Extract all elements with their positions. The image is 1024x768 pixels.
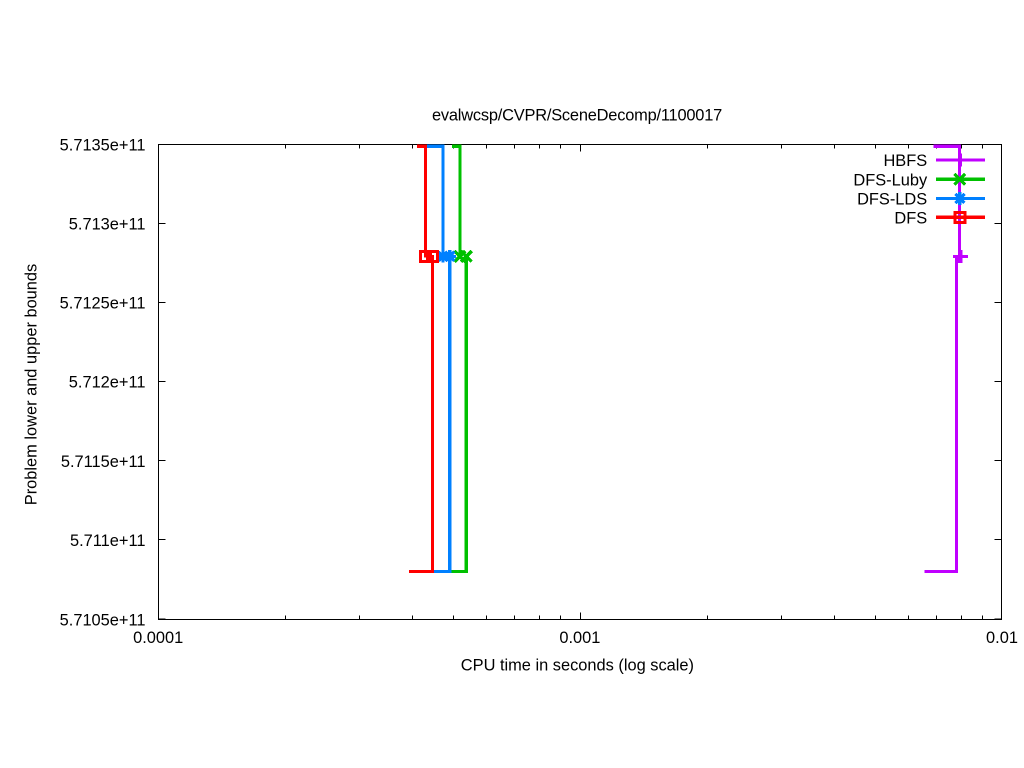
svg-text:evalwcsp/CVPR/SceneDecomp/1100: evalwcsp/CVPR/SceneDecomp/1100017 (432, 106, 722, 124)
svg-text:5.7115e+11: 5.7115e+11 (61, 453, 146, 471)
svg-text:Problem lower and upper bounds: Problem lower and upper bounds (22, 264, 40, 505)
svg-text:5.7135e+11: 5.7135e+11 (60, 136, 146, 154)
svg-text:5.713e+11: 5.713e+11 (69, 215, 146, 233)
svg-text:HBFS: HBFS (883, 152, 927, 170)
svg-text:0.001: 0.001 (559, 629, 600, 647)
svg-text:5.7125e+11: 5.7125e+11 (60, 294, 146, 312)
svg-text:0.01: 0.01 (986, 629, 1018, 647)
svg-text:CPU time in seconds (log scale: CPU time in seconds (log scale) (461, 657, 694, 675)
svg-text:0.0001: 0.0001 (133, 629, 183, 647)
svg-text:DFS: DFS (894, 209, 927, 227)
svg-text:5.711e+11: 5.711e+11 (70, 532, 146, 550)
svg-text:5.712e+11: 5.712e+11 (69, 374, 146, 392)
svg-text:5.7105e+11: 5.7105e+11 (60, 611, 146, 629)
svg-text:DFS-Luby: DFS-Luby (853, 171, 928, 189)
svg-text:DFS-LDS: DFS-LDS (857, 191, 927, 209)
